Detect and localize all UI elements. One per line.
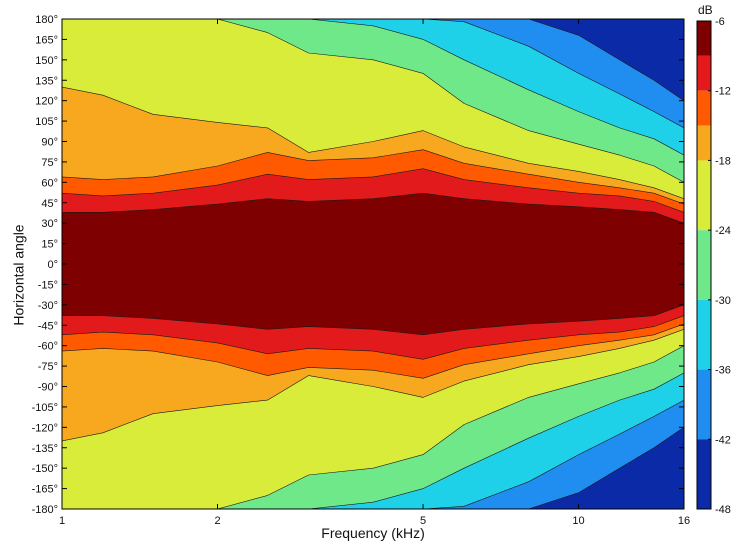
y-tick-label: -165° [32, 484, 58, 496]
y-tick-label: 180° [35, 14, 58, 26]
x-tick-label: 2 [214, 515, 220, 527]
y-tick-label: -90° [38, 382, 58, 394]
y-tick-label: -30° [38, 300, 58, 312]
colorbar-segment [697, 369, 711, 440]
x-tick-label: 5 [420, 515, 426, 527]
colorbar-tick-label: -6 [715, 16, 725, 28]
colorbar-title: dB [698, 3, 713, 17]
colorbar-tick-label: -42 [715, 434, 731, 446]
y-tick-label: 120° [35, 96, 58, 108]
colorbar-segment [697, 21, 711, 56]
y-tick-label: -75° [38, 361, 58, 373]
y-tick-label: 75° [41, 157, 58, 169]
colorbar-segment [697, 90, 711, 126]
y-tick-label: 105° [35, 116, 58, 128]
y-tick-label: -60° [38, 341, 58, 353]
y-tick-label: -150° [32, 463, 58, 475]
colorbar-tick-label: -36 [715, 365, 731, 377]
y-tick-label: 135° [35, 75, 58, 87]
colorbar-tick-label: -12 [715, 86, 731, 98]
colorbar-segment [697, 160, 711, 231]
colorbar-tick-label: -30 [715, 295, 731, 307]
y-tick-label: -105° [32, 402, 58, 414]
y-tick-label: 0° [47, 259, 58, 271]
x-tick-label: 1 [59, 515, 65, 527]
colorbar-segment [697, 125, 711, 161]
y-tick-label: -120° [32, 422, 58, 434]
colorbar-segment [697, 439, 711, 509]
contour-band [62, 192, 684, 336]
colorbar-tick-label: -48 [715, 504, 731, 516]
colorbar-segment [697, 230, 711, 300]
y-tick-label: 150° [35, 55, 58, 67]
colorbar-tick-label: -24 [715, 225, 731, 237]
y-axis-label-wrap: Horizontal angle [11, 0, 28, 549]
colorbar-segment [697, 55, 711, 91]
x-tick-label: 10 [572, 515, 584, 527]
y-tick-label: -135° [32, 443, 58, 455]
y-tick-label: 15° [41, 239, 58, 251]
y-tick-label: 60° [41, 177, 58, 189]
y-tick-label: -45° [38, 320, 58, 332]
y-tick-label: 165° [35, 34, 58, 46]
colorbar-frame [696, 20, 712, 510]
y-tick-label: 30° [41, 218, 58, 230]
x-tick-label: 16 [678, 515, 690, 527]
colorbar-tick-label: -18 [715, 155, 731, 167]
y-tick-label: -180° [32, 504, 58, 516]
colorbar-segment [697, 299, 711, 370]
y-tick-label: -15° [38, 279, 58, 291]
y-tick-label: 90° [41, 137, 58, 149]
y-tick-label: 45° [41, 198, 58, 210]
y-axis-label: Horizontal angle [11, 223, 28, 326]
x-axis-label: Frequency (kHz) [321, 525, 425, 541]
